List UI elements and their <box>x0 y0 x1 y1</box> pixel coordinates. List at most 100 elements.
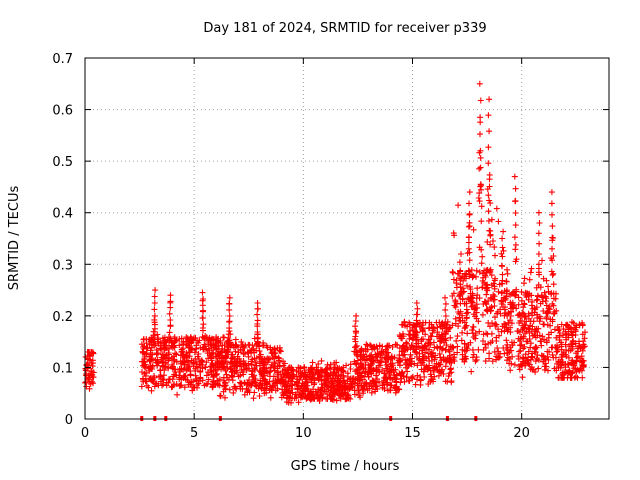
data-point <box>247 347 253 354</box>
data-point <box>516 320 523 326</box>
data-point <box>507 317 514 324</box>
data-point <box>198 357 205 364</box>
data-point <box>168 384 175 391</box>
data-point <box>488 282 495 289</box>
data-point <box>531 305 538 312</box>
data-point <box>166 329 173 336</box>
data-point <box>274 380 281 387</box>
data-point <box>232 336 239 343</box>
data-point <box>335 381 342 387</box>
data-point <box>414 362 421 369</box>
data-point <box>464 330 471 337</box>
data-point <box>242 342 249 349</box>
data-point <box>431 364 438 371</box>
data-point <box>267 394 274 401</box>
data-point <box>450 356 457 363</box>
data-point <box>464 282 470 289</box>
data-point <box>537 338 544 345</box>
data-point <box>397 379 404 386</box>
data-point <box>488 216 495 223</box>
data-point <box>554 360 560 367</box>
data-point <box>204 350 211 357</box>
data-point <box>298 370 305 377</box>
data-point <box>315 394 322 401</box>
data-point <box>222 394 228 401</box>
data-point <box>491 303 498 309</box>
data-point <box>352 343 359 350</box>
data-point <box>224 347 231 354</box>
y-tick-label: 0.4 <box>52 207 73 222</box>
data-point <box>457 300 464 307</box>
data-point <box>580 364 587 370</box>
data-point <box>352 368 359 375</box>
data-point <box>333 369 340 376</box>
data-point <box>248 358 255 365</box>
data-point <box>499 253 506 260</box>
data-point <box>536 271 543 278</box>
data-point <box>222 355 229 362</box>
data-point <box>389 344 396 350</box>
data-point <box>309 365 316 372</box>
data-point <box>282 382 288 389</box>
data-point <box>567 347 574 354</box>
data-point <box>476 198 483 205</box>
data-point <box>502 321 509 328</box>
data-point <box>206 334 213 341</box>
data-point <box>461 325 468 332</box>
data-point <box>143 350 150 356</box>
data-point <box>365 373 372 380</box>
data-point <box>366 385 373 392</box>
data-point <box>535 261 542 268</box>
data-point <box>519 374 526 381</box>
data-point <box>267 373 273 380</box>
data-point <box>528 265 535 272</box>
data-point <box>476 328 483 335</box>
data-point <box>476 269 483 276</box>
data-point <box>228 372 235 379</box>
data-point <box>307 366 314 373</box>
data-point <box>181 365 188 372</box>
data-point <box>456 259 463 266</box>
data-point <box>160 355 167 362</box>
data-point <box>138 341 145 348</box>
data-point <box>495 288 502 295</box>
data-point <box>409 327 416 334</box>
data-point <box>256 393 263 399</box>
data-point <box>486 350 493 357</box>
y-tick-label: 0.6 <box>52 104 73 119</box>
data-point <box>279 368 286 374</box>
data-point <box>442 325 449 332</box>
data-point <box>178 382 185 389</box>
data-point <box>277 348 284 355</box>
data-point <box>176 376 183 383</box>
data-point <box>437 354 444 361</box>
data-point <box>215 343 222 350</box>
data-point <box>413 340 420 347</box>
data-point <box>465 223 472 230</box>
data-point <box>168 339 175 346</box>
data-point <box>160 362 167 369</box>
data-point <box>237 372 244 379</box>
data-point <box>511 234 518 241</box>
data-point <box>516 348 523 355</box>
data-point <box>271 345 278 352</box>
data-point <box>573 368 580 375</box>
data-point <box>413 311 420 318</box>
data-point <box>492 275 499 282</box>
data-point <box>169 344 176 351</box>
data-point <box>210 351 217 357</box>
data-point <box>425 340 432 347</box>
data-point <box>194 384 200 391</box>
data-point <box>564 323 571 330</box>
data-point <box>449 293 456 299</box>
data-point <box>488 295 495 302</box>
data-point <box>226 294 233 301</box>
data-point <box>547 322 554 329</box>
data-point <box>186 338 193 345</box>
data-point <box>285 387 292 394</box>
data-point <box>466 257 473 264</box>
data-point <box>492 252 498 259</box>
data-point <box>399 343 406 350</box>
data-point <box>259 372 266 379</box>
data-point <box>569 332 575 339</box>
